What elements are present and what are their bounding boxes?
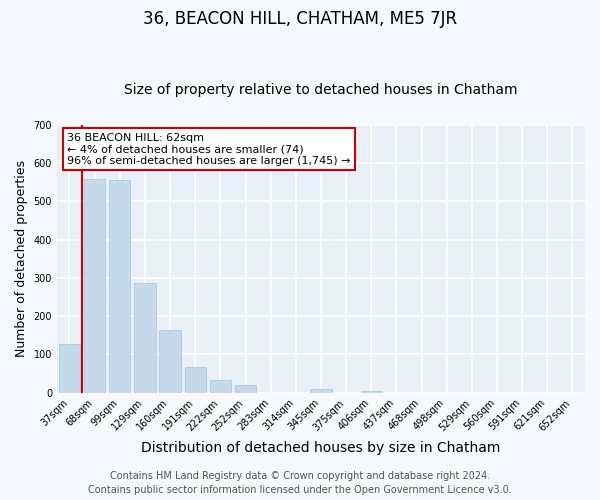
Bar <box>310 388 332 393</box>
Y-axis label: Number of detached properties: Number of detached properties <box>15 160 28 357</box>
Bar <box>84 179 106 393</box>
Text: Contains HM Land Registry data © Crown copyright and database right 2024.
Contai: Contains HM Land Registry data © Crown c… <box>88 471 512 495</box>
Bar <box>209 380 231 393</box>
Bar <box>134 283 155 393</box>
Text: 36 BEACON HILL: 62sqm
← 4% of detached houses are smaller (74)
96% of semi-detac: 36 BEACON HILL: 62sqm ← 4% of detached h… <box>67 132 351 166</box>
Bar <box>109 180 130 393</box>
Bar <box>59 344 80 393</box>
Bar <box>235 385 256 393</box>
Bar <box>160 330 181 393</box>
Bar <box>185 366 206 393</box>
X-axis label: Distribution of detached houses by size in Chatham: Distribution of detached houses by size … <box>141 441 500 455</box>
Title: Size of property relative to detached houses in Chatham: Size of property relative to detached ho… <box>124 83 518 97</box>
Bar <box>361 391 382 393</box>
Text: 36, BEACON HILL, CHATHAM, ME5 7JR: 36, BEACON HILL, CHATHAM, ME5 7JR <box>143 10 457 28</box>
